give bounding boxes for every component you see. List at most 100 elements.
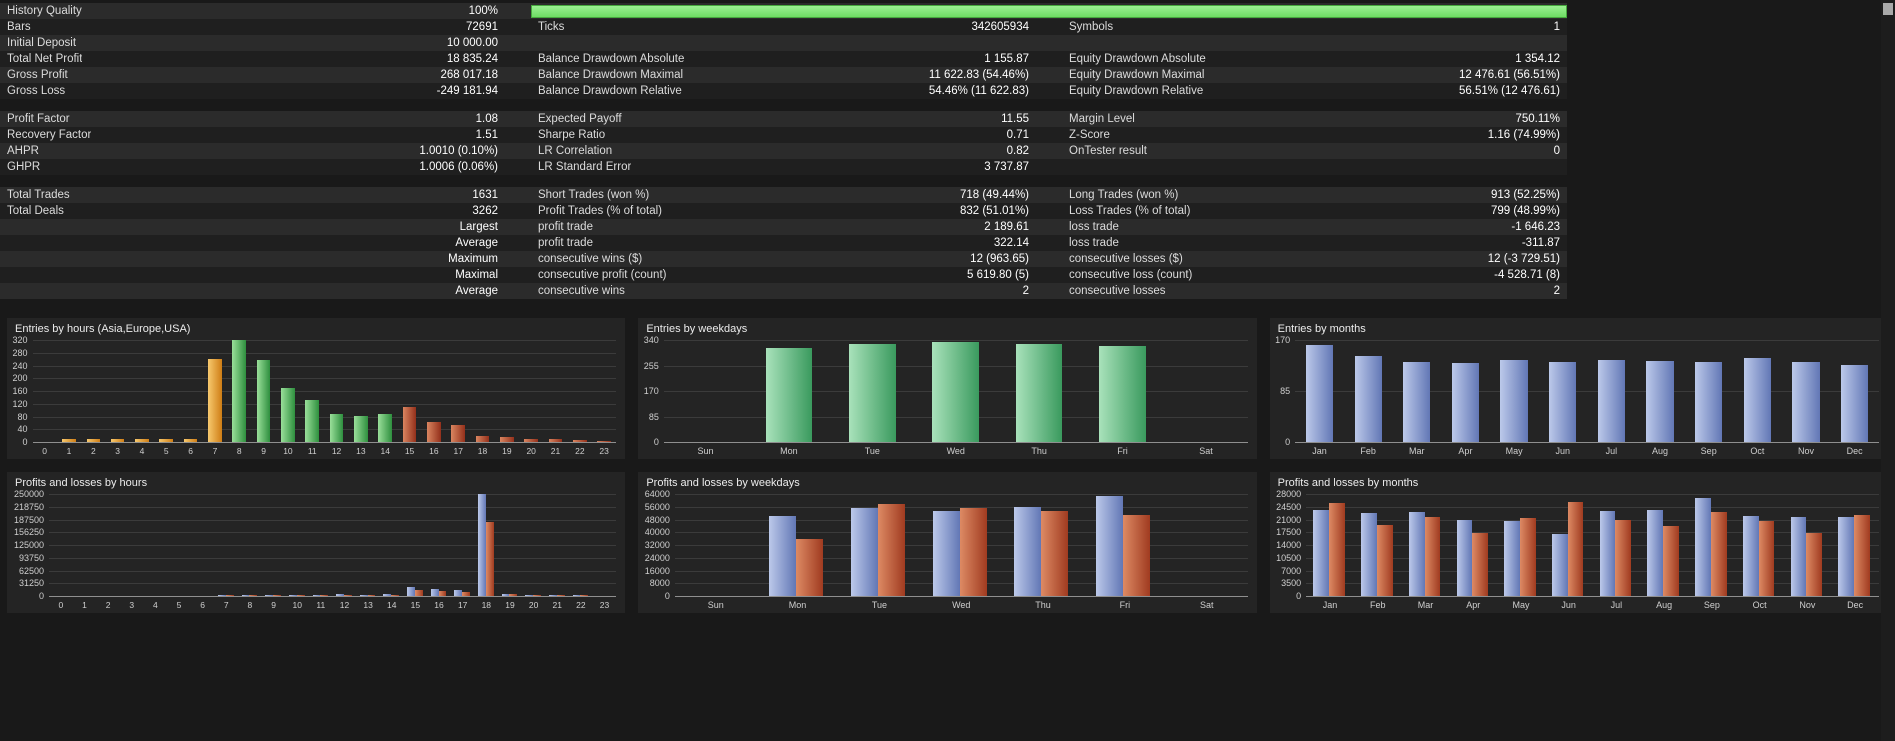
x-axis-label: 5 <box>163 446 169 456</box>
stats-row: Largest profit trade 2 189.61 loss trade -1 … <box>0 219 1567 235</box>
stat-label: Equity Drawdown Maximal <box>1069 69 1205 81</box>
x-axis-label: 22 <box>576 600 586 610</box>
y-axis-label: 170 <box>643 386 659 396</box>
chart-panel-entries-by-weekdays: Entries by weekdays 0 85 170 255 340 Sun Mon Tue… <box>638 318 1257 459</box>
y-axis-label: 0 <box>38 591 44 601</box>
stat-label: Margin Level <box>1069 113 1135 125</box>
bar-Fri-loss <box>1123 514 1151 596</box>
bar-Aug-profit <box>1647 509 1664 596</box>
stat-cell: Maximal <box>0 269 505 281</box>
x-axis-label: 15 <box>410 600 421 610</box>
history-quality-progress-bar <box>531 4 1567 18</box>
bar-16-profit <box>430 589 439 596</box>
x-axis: 0 1 2 3 4 5 6 7 8 9 10 11 12 13 14 15 16 17 18 19 20 21 22 23 <box>33 446 617 458</box>
x-axis-label: 17 <box>457 600 468 610</box>
bar-Aug <box>1646 361 1674 442</box>
y-axis-label: 160 <box>12 386 28 396</box>
bar-Feb-loss <box>1376 524 1393 596</box>
bar-18-loss <box>485 521 494 596</box>
gridline <box>32 416 617 418</box>
scrollbar-thumb[interactable] <box>1883 3 1893 15</box>
gridline <box>32 365 617 367</box>
y-axis-label: 218750 <box>13 501 44 512</box>
bar-8-profit <box>241 595 250 596</box>
stat-value: 1.08 <box>475 113 498 125</box>
stat-cell: LR Correlation 0.82 <box>531 145 1036 157</box>
stat-label: consecutive profit (count) <box>538 269 667 281</box>
bar-Sep-profit <box>1695 498 1711 596</box>
bar-Fri <box>1099 346 1146 442</box>
gridline <box>663 340 1248 341</box>
chart-title: Profits and losses by weekdays <box>646 477 800 489</box>
stat-value: 12 476.61 (56.51%) <box>1458 69 1560 81</box>
stat-value: 1.0010 (0.10%) <box>419 145 498 157</box>
bar-21 <box>548 439 563 442</box>
stat-cell: Recovery Factor 1.51 <box>0 129 505 141</box>
y-axis-label: 10500 <box>1276 552 1302 563</box>
bar-May <box>1500 359 1528 442</box>
x-axis-label: May <box>1512 600 1530 610</box>
chart-plot <box>49 494 617 597</box>
x-axis-label: 20 <box>528 600 539 610</box>
stat-value: 322.14 <box>993 237 1029 249</box>
stat-cell: Bars 72691 <box>0 21 505 33</box>
bar-Apr-loss <box>1472 532 1489 596</box>
stat-value: 1.16 (74.99%) <box>1487 129 1560 141</box>
bar-Wed-loss <box>959 508 987 596</box>
bar-Jan <box>1305 345 1334 442</box>
stats-row: Recovery Factor 1.51 Sharpe Ratio 0.71 Z-Sco… <box>0 127 1567 143</box>
stats-row: Average profit trade 322.14 loss trade -311.… <box>0 235 1567 251</box>
bar-18 <box>475 435 490 442</box>
stat-cell: Maximum <box>0 253 505 265</box>
bar-17-loss <box>462 591 470 596</box>
y-axis-label: 3500 <box>1281 578 1302 589</box>
x-axis-label: 13 <box>363 600 373 610</box>
bar-Jul <box>1597 359 1625 442</box>
stat-label: LR Correlation <box>538 145 613 157</box>
x-axis-label: Sat <box>1199 600 1214 610</box>
y-axis-label: 8000 <box>649 578 670 589</box>
vertical-scrollbar[interactable] <box>1881 0 1895 741</box>
x-axis-label: 5 <box>176 600 182 610</box>
chart-row: Profits and losses by hours 0 31250 62500 93… <box>7 472 1888 613</box>
stat-label: consecutive wins ($) <box>538 253 643 265</box>
bar-3 <box>110 438 125 442</box>
x-axis-label: Dec <box>1846 446 1863 456</box>
stat-cell: History Quality 100% <box>0 5 505 17</box>
x-axis-label: Mon <box>788 600 807 610</box>
x-axis-label: 1 <box>82 600 87 610</box>
stat-label: profit trade <box>538 221 593 233</box>
stat-label: loss trade <box>1069 237 1119 249</box>
stat-label: Short Trades (won %) <box>538 189 650 201</box>
stat-value: 0.71 <box>1006 129 1029 141</box>
x-axis-label: Apr <box>1466 600 1481 610</box>
bar-8-loss <box>249 595 258 596</box>
bar-19 <box>500 436 514 442</box>
stats-row: Gross Profit 268 017.18 Balance Drawdown M… <box>0 67 1567 83</box>
stat-value: 2 189.61 <box>984 221 1029 233</box>
bar-Nov-loss <box>1806 532 1823 596</box>
bar-21-loss <box>556 595 565 596</box>
stat-label: GHPR <box>7 161 41 173</box>
x-axis-label: Feb <box>1369 600 1386 610</box>
x-axis-label: 21 <box>550 446 561 456</box>
gridline <box>1306 557 1879 559</box>
x-axis-label: 10 <box>292 600 302 610</box>
bar-9-profit <box>265 595 274 596</box>
bar-Tue-profit <box>850 508 878 596</box>
y-axis-label: 240 <box>12 360 28 371</box>
x-axis-label: 18 <box>481 600 492 610</box>
bar-May-profit <box>1504 521 1520 596</box>
y-axis-label: 0 <box>1285 437 1291 447</box>
x-axis-label: Mar <box>1409 446 1425 456</box>
bar-Oct-profit <box>1742 515 1759 596</box>
stat-label: consecutive losses ($) <box>1069 253 1183 265</box>
y-axis-label: 28000 <box>1276 489 1302 499</box>
x-axis-label: 7 <box>223 600 229 610</box>
stat-cell: Average <box>0 237 505 249</box>
x-axis-label: Jan <box>1322 600 1338 610</box>
bar-16-loss <box>438 591 447 596</box>
bar-12 <box>329 413 344 442</box>
bar-Mon <box>765 348 813 442</box>
